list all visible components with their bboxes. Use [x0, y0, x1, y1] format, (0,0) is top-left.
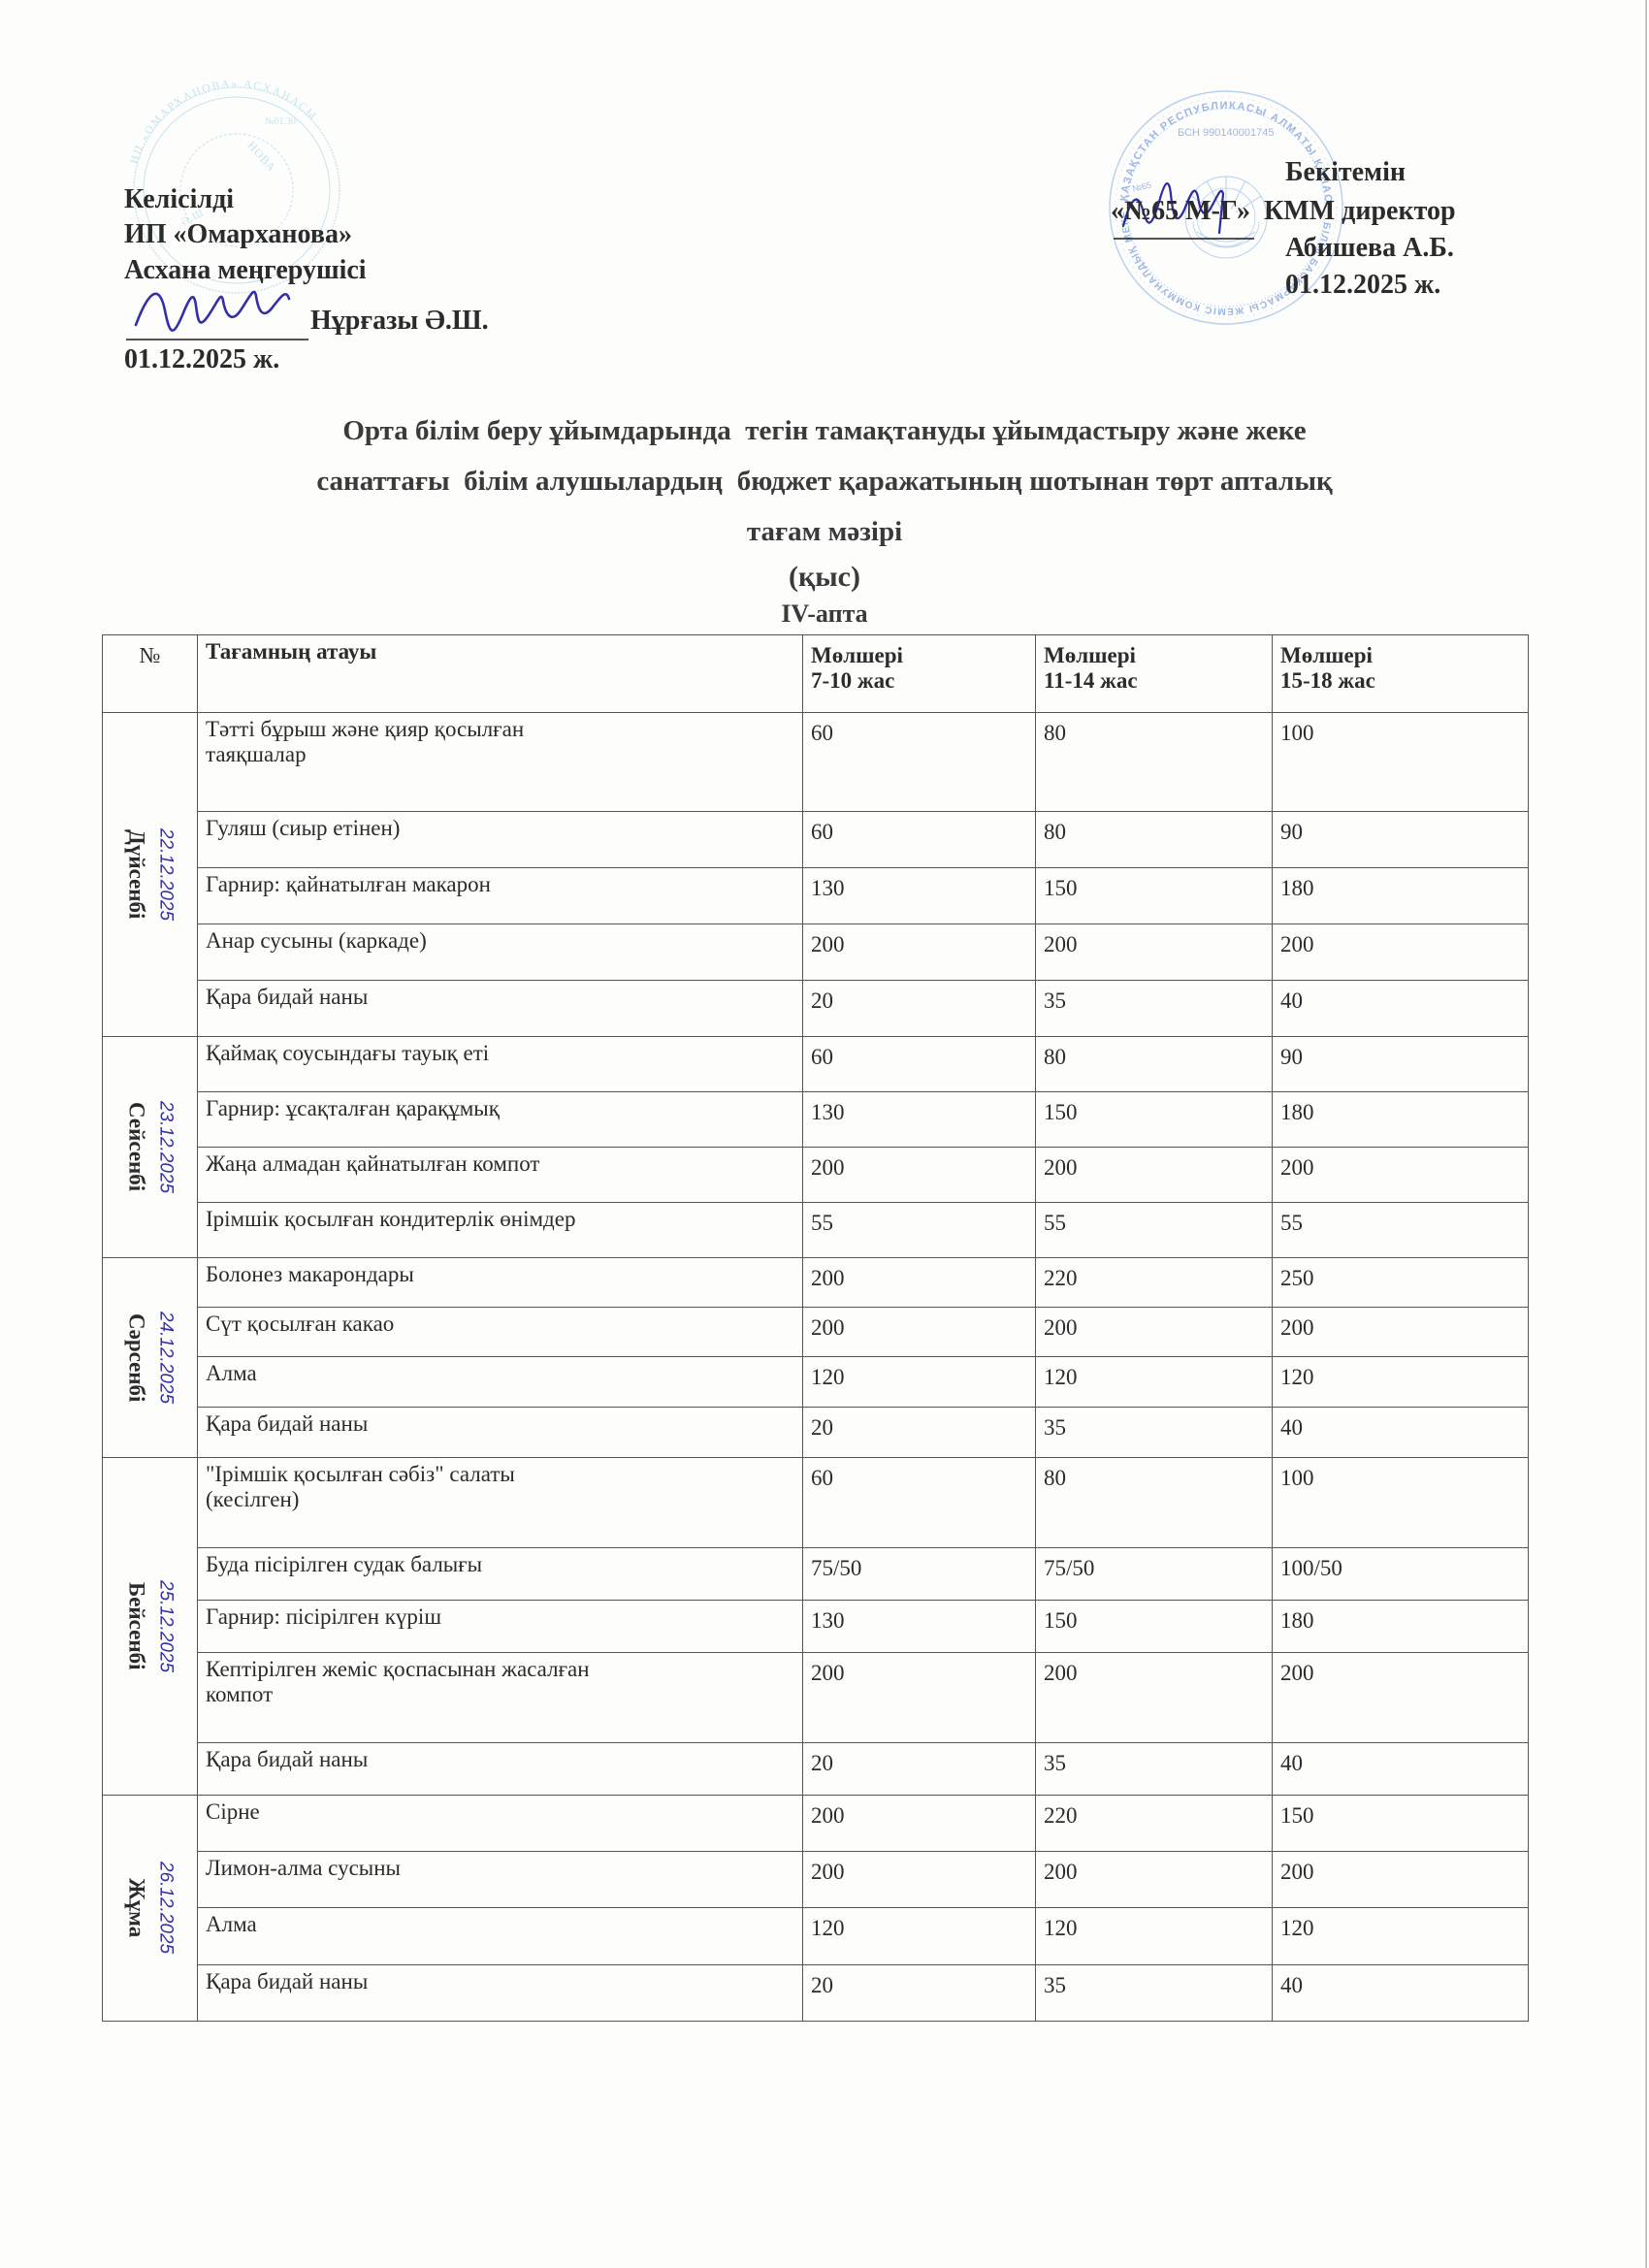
svg-text:НОВА: НОВА [244, 139, 278, 175]
svg-text:БСН 990140001745: БСН 990140001745 [1178, 127, 1274, 139]
svg-text:№01.30: №01.30 [265, 116, 296, 127]
